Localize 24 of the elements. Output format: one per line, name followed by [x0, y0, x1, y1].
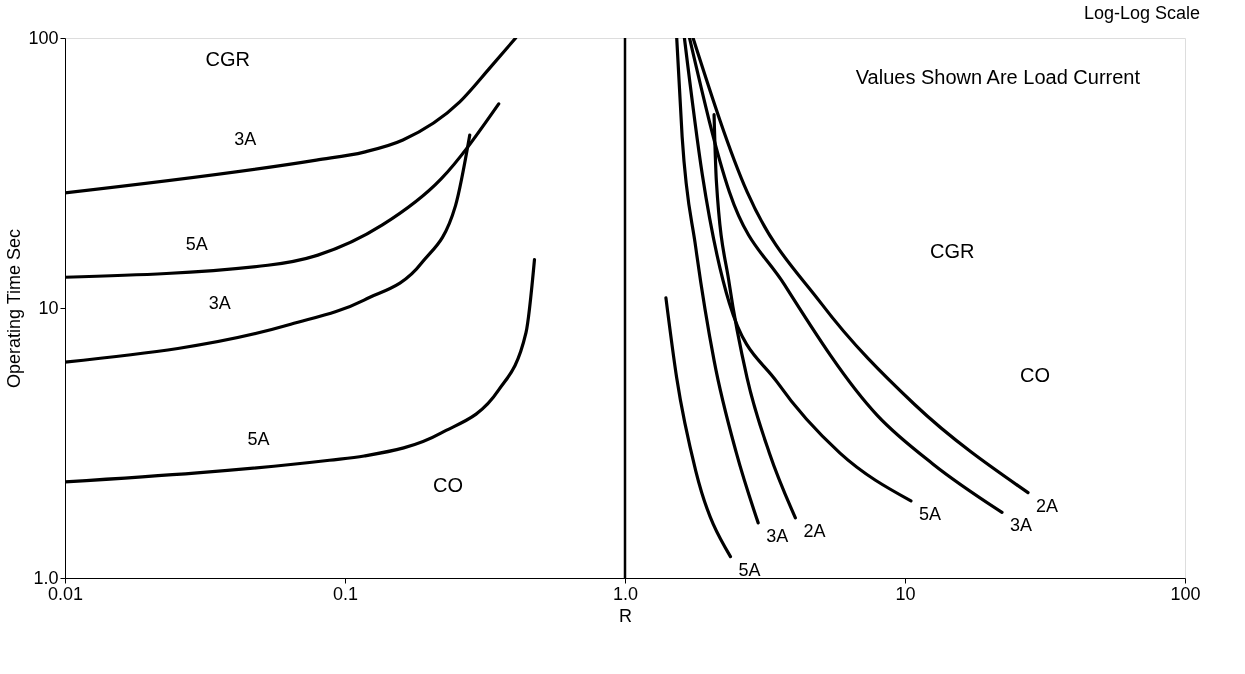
chart-title: Log-Log Scale: [1083, 3, 1201, 23]
series-label: 3A: [766, 525, 789, 546]
series-label: 3A: [1009, 515, 1033, 536]
y-tick-label: 100: [28, 27, 59, 48]
x-tick-label: 1.0: [612, 583, 639, 604]
series-label: 3A: [208, 293, 231, 314]
annotation: CGR: [930, 240, 975, 262]
y-tick-label: 10: [38, 297, 59, 318]
series-label: 5A: [247, 429, 270, 450]
series-label: 2A: [1036, 495, 1059, 516]
series-label: 3A: [234, 129, 257, 150]
series-label: 5A: [185, 234, 208, 255]
series-label: 5A: [918, 503, 941, 524]
y-axis-title: Operating Time Sec: [4, 228, 25, 389]
annotation: CO: [1020, 364, 1050, 386]
annotation: CO: [433, 474, 463, 496]
series-label: 5A: [738, 559, 761, 580]
annotation: CGR: [205, 48, 250, 70]
x-tick-label: 0.1: [332, 583, 359, 604]
annotation: Values Shown Are Load Current: [855, 66, 1141, 88]
x-tick-label: 10: [895, 583, 916, 604]
series-label: 2A: [803, 520, 826, 541]
x-axis-title: R: [619, 605, 632, 626]
x-tick-label: 100: [1170, 583, 1201, 604]
